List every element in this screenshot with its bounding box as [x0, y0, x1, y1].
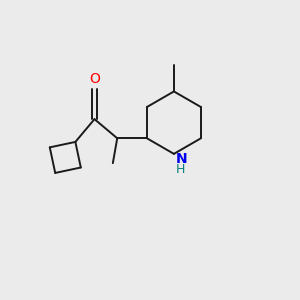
Text: N: N [176, 152, 187, 167]
Text: H: H [176, 164, 185, 176]
Text: O: O [89, 72, 100, 86]
